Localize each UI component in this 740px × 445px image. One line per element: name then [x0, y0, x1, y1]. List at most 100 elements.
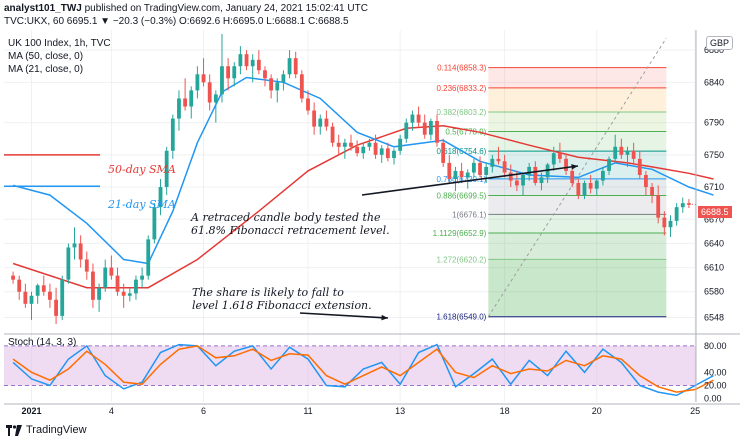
candle-body	[330, 126, 335, 143]
symbol-title: UK 100 Index, 1h, TVC	[8, 38, 111, 49]
candle-body	[373, 142, 378, 155]
candle-body	[275, 82, 280, 91]
candle-body	[601, 170, 605, 181]
y-tick-label: 6790	[704, 118, 724, 128]
axes: 6548 6580 6610 6640 6670 6710 6750 6790 6840 6880…	[4, 30, 740, 416]
candle-body	[35, 285, 40, 296]
fib-level-label: 1.272(6620.2)	[436, 255, 486, 264]
brand-label: TradingView	[26, 424, 87, 436]
stoch-tick-label: 20.00	[704, 381, 727, 391]
fib-level-label: 0.114(6858.3)	[437, 64, 487, 73]
x-tick-label: 20	[592, 406, 602, 416]
publish-info: analyst101_TWJ published on TradingView.…	[4, 3, 368, 14]
fib-level-label: 0.236(6833.2)	[436, 84, 486, 93]
publish-detail: published on TradingView.com, January 24…	[84, 3, 368, 14]
candle-body	[41, 285, 46, 292]
candle-body	[613, 146, 618, 159]
ma50-legend[interactable]: MA (50, close, 0)	[8, 51, 84, 62]
candle-body	[656, 195, 661, 218]
candle-body	[471, 162, 476, 173]
candle-body	[379, 148, 384, 155]
candle-body	[545, 164, 550, 178]
candle-body	[72, 243, 77, 248]
candle-body	[349, 142, 353, 147]
x-tick-label: 4	[109, 406, 114, 416]
candle-body	[318, 118, 323, 127]
y-tick-label: 6750	[704, 150, 724, 160]
candle-body	[361, 146, 366, 154]
candle-body	[232, 66, 237, 79]
candle-body	[410, 114, 415, 123]
candle-body	[324, 118, 329, 127]
x-tick-label: 6	[201, 406, 206, 416]
x-tick-label: 25	[690, 406, 700, 416]
candle-body	[84, 259, 89, 272]
candle-body	[250, 59, 255, 67]
tradingview-brand[interactable]: TradingView	[6, 424, 87, 436]
candle-body	[115, 275, 120, 292]
stoch-legend[interactable]: Stoch (14, 3, 3)	[8, 337, 77, 348]
candle-body	[539, 177, 544, 184]
fall-annotation-line1: The share is likely to fall to	[192, 286, 344, 299]
candle-body	[306, 98, 310, 111]
stochastic-panel	[4, 343, 714, 397]
candle-body	[103, 267, 108, 288]
candle-body	[576, 183, 581, 196]
candle-body	[447, 162, 452, 179]
candle-body	[564, 158, 568, 171]
candle-body	[152, 207, 157, 240]
candle-body	[502, 161, 507, 173]
candle-body	[60, 279, 65, 316]
candle-body	[625, 150, 630, 155]
candle-body	[496, 158, 501, 162]
fib-band	[488, 259, 667, 317]
candle-body	[521, 174, 525, 186]
candle-body	[256, 59, 261, 71]
candle-body	[662, 217, 667, 228]
currency-badge[interactable]: GBP	[706, 36, 734, 50]
x-tick-label: 13	[395, 406, 405, 416]
ma21-annotation: 21-day SMA	[108, 198, 176, 211]
candle-body	[127, 293, 132, 296]
candle-body	[459, 170, 464, 178]
candle-body	[11, 275, 15, 280]
candle-body	[398, 138, 403, 151]
y-tick-label: 6670	[704, 214, 724, 224]
x-tick-label: 2021	[21, 406, 41, 416]
candle-body	[121, 291, 126, 296]
ma50-annotation: 50-day SMA	[108, 163, 176, 176]
candle-body	[465, 172, 470, 178]
y-tick-label: 6640	[704, 238, 724, 248]
y-tick-label: 6580	[704, 287, 724, 297]
candle-body	[674, 207, 679, 221]
fib-level-label: 0.5(6778.9)	[445, 128, 486, 137]
candles	[11, 34, 696, 324]
candle-body	[453, 170, 458, 179]
candle-body	[263, 70, 267, 79]
candle-body	[404, 122, 409, 139]
candle-body	[619, 146, 624, 155]
candle-body	[66, 247, 71, 280]
fib-band	[488, 214, 667, 234]
y-tick-label: 6880	[704, 45, 724, 55]
x-tick-label: 18	[500, 406, 510, 416]
fib-band	[488, 67, 667, 88]
fib-level-label: 0.382(6803.2)	[436, 108, 486, 117]
fibonacci-retracement: 0.114(6858.3) 0.236(6833.2) 0.382(6803.2) 0…	[433, 37, 667, 322]
candle-body	[668, 220, 673, 228]
candle-body	[269, 78, 274, 91]
drawings	[299, 164, 579, 321]
candle-body	[91, 271, 95, 300]
candle-body	[631, 150, 636, 159]
author[interactable]: analyst101_TWJ	[4, 3, 82, 14]
retrace-annotation-line2: 61.8% Fibonacci retracement level.	[191, 224, 390, 237]
candle-body	[23, 291, 28, 304]
ma21-legend[interactable]: MA (21, close, 0)	[8, 64, 84, 75]
candle-body	[226, 66, 231, 79]
candle-body	[650, 187, 654, 196]
stoch-d-line	[12, 345, 714, 393]
candle-body	[244, 54, 249, 67]
stoch-k-line	[12, 343, 714, 397]
